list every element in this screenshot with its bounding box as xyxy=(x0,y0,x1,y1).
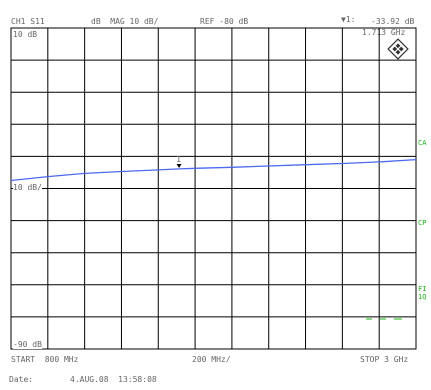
marker-frequency: 1.713 GHz xyxy=(362,28,406,37)
start-frequency: START 800 MHz xyxy=(11,355,79,364)
ref-scale-label: 10 dB/ xyxy=(13,183,42,192)
series-line-0 xyxy=(10,158,417,182)
span-per-division: 200 MHz/ xyxy=(192,355,231,364)
format-label: dB MAG 10 dB/ xyxy=(91,17,159,26)
date-value: 4.AUG.08 13:58:08 xyxy=(70,375,157,384)
marker-value: -33.92 dB xyxy=(371,17,415,26)
softkey-iq[interactable]: 1Q xyxy=(418,293,427,301)
top-scale-label: 10 dB xyxy=(13,30,38,39)
marker-triangle xyxy=(176,163,182,168)
marker-label: ▼1: xyxy=(341,15,356,24)
stop-frequency: STOP 3 GHz xyxy=(360,355,409,364)
marker-layer xyxy=(176,163,182,168)
softkey-cpl[interactable]: CP xyxy=(418,219,427,227)
marker-number: 1 xyxy=(176,154,181,164)
softkey-fil[interactable]: FI xyxy=(418,285,427,293)
softkey-cal[interactable]: CA xyxy=(418,139,427,147)
reference-label: REF -80 dB xyxy=(200,17,249,26)
date-label: Date: xyxy=(9,375,34,384)
series-layer xyxy=(10,158,417,182)
grid xyxy=(11,28,416,349)
bottom-scale-label: -90 dB xyxy=(13,340,42,349)
instrument-logo-icon xyxy=(387,38,409,60)
channel-label: CH1 S11 xyxy=(11,17,45,26)
